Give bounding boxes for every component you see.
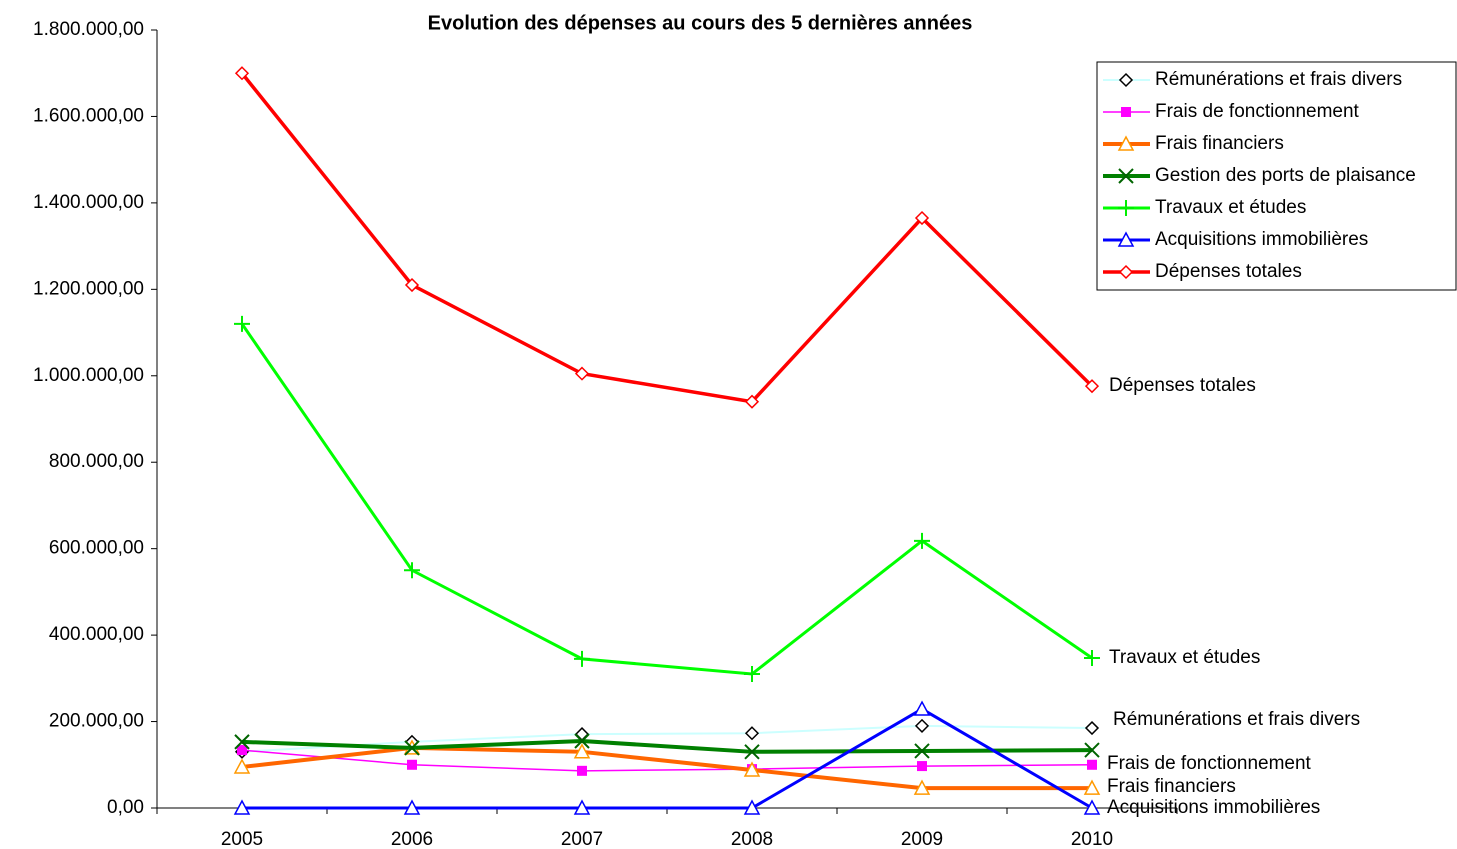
legend-label: Acquisitions immobilières — [1155, 229, 1368, 250]
marker — [1117, 231, 1135, 247]
x-tick-label: 2007 — [561, 829, 603, 849]
marker — [1118, 168, 1134, 184]
marker — [573, 799, 591, 815]
y-tick-label: 1.600.000,00 — [33, 105, 144, 126]
chart-title: Evolution des dépenses au cours des 5 de… — [428, 12, 973, 34]
marker — [574, 366, 590, 381]
marker — [1121, 107, 1131, 117]
marker — [1118, 72, 1134, 88]
marker — [914, 210, 930, 226]
legend-label: Frais de fonctionnement — [1155, 101, 1360, 122]
end-label: Acquisitions immobilières — [1107, 797, 1320, 818]
marker — [404, 562, 420, 579]
series-line — [242, 707, 1093, 810]
marker — [913, 779, 931, 795]
y-tick-label: 1.200.000,00 — [33, 278, 144, 299]
end-label: Frais de fonctionnement — [1107, 753, 1312, 774]
series-line — [241, 739, 1093, 754]
marker — [917, 761, 927, 772]
marker — [743, 761, 761, 777]
marker — [574, 650, 590, 667]
marker — [744, 744, 760, 760]
marker — [404, 277, 420, 293]
x-tick-label: 2009 — [901, 829, 943, 849]
marker — [744, 394, 760, 409]
marker — [743, 799, 761, 815]
marker — [1083, 799, 1101, 815]
legend: Rémunérations et frais divers Frais de fo… — [1096, 61, 1457, 291]
series-line — [240, 72, 1094, 404]
legend-label: Gestion des ports de plaisance — [1155, 165, 1416, 186]
series-line — [241, 749, 1093, 772]
y-tick-label: 1.400.000,00 — [33, 192, 144, 213]
marker — [234, 315, 250, 332]
marker — [574, 727, 590, 742]
y-tick-label: 800.000,00 — [49, 451, 144, 472]
legend-box — [1096, 61, 1457, 291]
marker — [234, 734, 250, 750]
x-tick-label: 2005 — [221, 829, 263, 849]
marker — [1087, 759, 1097, 770]
marker — [234, 66, 250, 81]
y-tick-label: 1.800.000,00 — [33, 19, 144, 40]
marker — [403, 799, 421, 815]
marker — [914, 743, 930, 759]
y-tick-label: 0,00 — [107, 797, 144, 818]
marker — [404, 740, 420, 756]
marker — [1084, 742, 1100, 758]
y-tick-label: 400.000,00 — [49, 624, 144, 645]
marker — [577, 765, 587, 776]
end-label: Rémunérations et frais divers — [1113, 709, 1360, 730]
series-line — [241, 745, 1092, 791]
marker — [1083, 779, 1101, 795]
legend-label: Dépenses totales — [1155, 261, 1302, 282]
marker — [914, 718, 930, 733]
legend-label: Rémunérations et frais divers — [1155, 69, 1402, 90]
legend-label: Travaux et études — [1155, 197, 1306, 218]
marker — [914, 532, 930, 549]
marker — [1118, 200, 1134, 216]
marker — [233, 758, 251, 774]
marker — [407, 759, 417, 770]
marker — [1118, 264, 1134, 280]
end-label: Travaux et études — [1109, 647, 1260, 668]
marker — [1117, 135, 1135, 151]
marker — [744, 666, 760, 683]
y-tick-label: 1.000.000,00 — [33, 365, 144, 386]
marker — [913, 700, 931, 716]
marker — [1084, 379, 1100, 394]
end-label: Frais financiers — [1107, 776, 1236, 797]
marker — [573, 743, 591, 759]
marker — [574, 733, 590, 749]
marker — [1084, 650, 1100, 667]
end-label: Dépenses totales — [1109, 375, 1256, 396]
x-tick-label: 2006 — [391, 829, 433, 849]
marker — [1084, 720, 1100, 736]
series-line — [240, 323, 1093, 676]
y-tick-label: 200.000,00 — [49, 711, 144, 732]
x-tick-label: 2008 — [731, 829, 773, 849]
marker — [233, 799, 251, 815]
legend-label: Frais financiers — [1155, 133, 1284, 154]
x-tick-label: 2010 — [1071, 829, 1113, 849]
marker — [744, 726, 760, 741]
y-tick-label: 600.000,00 — [49, 538, 144, 559]
marker — [237, 745, 247, 756]
